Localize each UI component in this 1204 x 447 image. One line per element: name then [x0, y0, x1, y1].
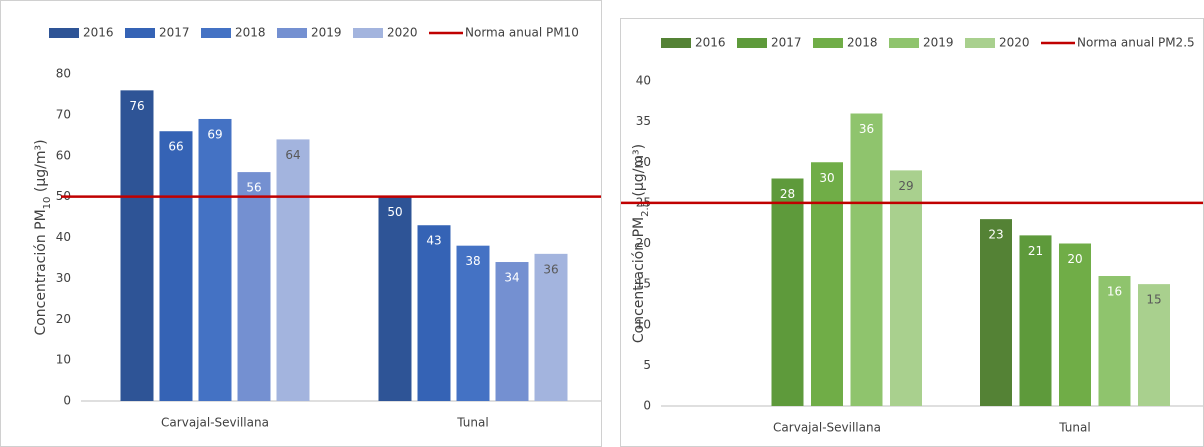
legend-label: Norma anual PM10: [465, 26, 579, 40]
bar: [980, 219, 1012, 406]
y-label-sub: 10: [42, 197, 53, 210]
y-tick-label: 20: [636, 236, 651, 250]
y-tick-label: 15: [636, 277, 651, 291]
y-tick-label: 10: [636, 317, 651, 331]
legend-swatch: [737, 38, 767, 48]
y-tick-label: 30: [56, 271, 71, 285]
legend-label: 2019: [923, 36, 954, 50]
legend-label: 2019: [311, 26, 342, 40]
legend-label: 2020: [387, 26, 418, 40]
y-tick-label: 40: [636, 74, 651, 88]
y-tick-label: 60: [56, 148, 71, 162]
y-label-main: Concentración PM: [631, 217, 647, 343]
bar: [1019, 235, 1052, 406]
bar: [378, 196, 412, 401]
y-axis-label: Concentración PM10 (µg/m³): [33, 139, 53, 335]
legend-label: Norma anual PM2.5: [1077, 36, 1195, 50]
data-label: 43: [426, 234, 441, 248]
legend-swatch: [201, 28, 231, 38]
data-label: 16: [1107, 285, 1122, 299]
bar: [1138, 284, 1170, 406]
data-label: 64: [285, 148, 300, 162]
y-tick-label: 5: [643, 358, 651, 372]
bar: [1059, 243, 1091, 406]
bar: [456, 245, 490, 401]
y-label-sub: 2.5: [640, 201, 651, 217]
y-tick-label: 10: [56, 353, 71, 367]
legend-swatch: [889, 38, 919, 48]
data-label: 76: [129, 99, 144, 113]
legend-label: 2017: [771, 36, 802, 50]
legend-label: 2018: [847, 36, 878, 50]
bar: [237, 172, 271, 401]
data-label: 28: [780, 187, 795, 201]
data-label: 36: [859, 122, 874, 136]
data-label: 34: [504, 271, 519, 285]
data-label: 15: [1146, 293, 1161, 307]
y-tick-label: 40: [56, 230, 71, 244]
data-label: 69: [207, 127, 222, 141]
bar: [850, 113, 883, 406]
y-label-unit: (µg/m³): [631, 144, 647, 201]
data-label: 20: [1067, 252, 1082, 266]
chart-pm25: 0510152025303540Concentración PM2.5 (µg/…: [620, 18, 1204, 447]
legend-swatch: [965, 38, 995, 48]
bar: [198, 118, 232, 402]
legend-swatch: [49, 28, 79, 38]
legend-label: 2018: [235, 26, 266, 40]
y-tick-label: 35: [636, 114, 651, 128]
y-tick-label: 20: [56, 312, 71, 326]
bar: [534, 253, 568, 401]
legend-swatch: [353, 28, 383, 38]
data-label: 66: [168, 140, 183, 154]
bar: [159, 131, 193, 401]
data-label: 50: [387, 205, 402, 219]
y-label-main: Concentración PM: [33, 209, 49, 335]
bar: [120, 90, 154, 401]
bar: [276, 139, 310, 401]
x-tick-label: Tunal: [1058, 421, 1090, 435]
y-label-unit: (µg/m³): [33, 139, 49, 196]
data-label: 29: [898, 179, 913, 193]
legend-label: 2017: [159, 26, 190, 40]
y-tick-label: 0: [643, 399, 651, 413]
bar: [495, 262, 529, 401]
y-tick-label: 30: [636, 155, 651, 169]
legend-label: 2016: [695, 36, 726, 50]
data-label: 23: [988, 228, 1003, 242]
y-tick-label: 70: [56, 107, 71, 121]
legend-swatch: [661, 38, 691, 48]
legend-swatch: [277, 28, 307, 38]
data-label: 36: [543, 262, 558, 276]
data-label: 56: [246, 181, 261, 195]
bar: [811, 162, 843, 406]
x-tick-label: Carvajal-Sevillana: [161, 416, 269, 430]
data-label: 38: [465, 254, 480, 268]
x-tick-label: Carvajal-Sevillana: [773, 421, 881, 435]
x-tick-label: Tunal: [456, 416, 488, 430]
y-tick-label: 80: [56, 67, 71, 81]
data-label: 21: [1028, 244, 1043, 258]
y-axis-label: Concentración PM2.5 (µg/m³): [631, 144, 651, 343]
bar: [890, 170, 922, 406]
legend-label: 2016: [83, 26, 114, 40]
legend-swatch: [813, 38, 843, 48]
bar: [771, 178, 804, 406]
y-tick-label: 0: [63, 394, 71, 408]
chart-pm10: 01020304050607080Concentración PM10 (µg/…: [0, 0, 602, 447]
bar: [417, 225, 451, 401]
bar: [1098, 276, 1131, 406]
data-label: 30: [819, 171, 834, 185]
legend-label: 2020: [999, 36, 1030, 50]
legend-swatch: [125, 28, 155, 38]
